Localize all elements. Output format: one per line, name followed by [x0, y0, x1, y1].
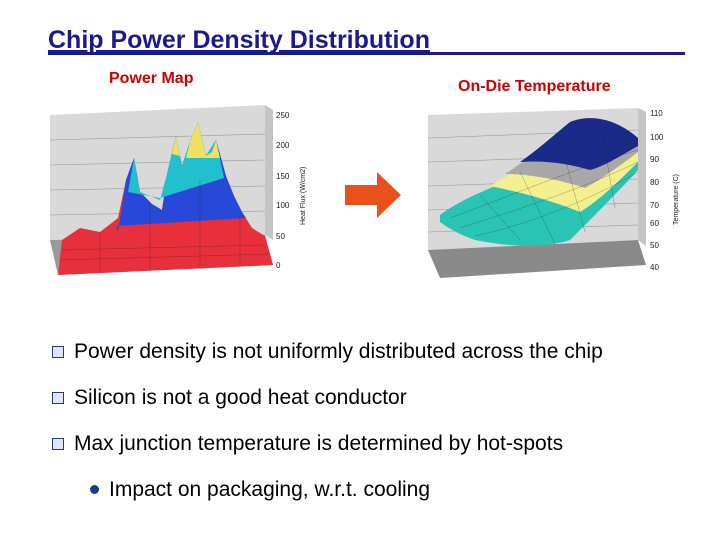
sub-bullet-item: Impact on packaging, w.r.t. cooling [52, 478, 712, 508]
right-tick-60: 60 [650, 219, 659, 228]
bullet-item: Power density is not uniformly distribut… [52, 340, 712, 386]
sub-bullet-text: Impact on packaging, w.r.t. cooling [109, 478, 431, 501]
title-underline [48, 52, 685, 55]
power-map-caption: Power Map [109, 70, 194, 87]
left-tick-150: 150 [276, 172, 290, 181]
temperature-caption: On-Die Temperature [458, 78, 611, 95]
right-tick-100: 100 [650, 133, 664, 142]
mesh-lines [449, 119, 639, 245]
slide-title: Chip Power Density Distribution [48, 26, 430, 54]
right-tick-40: 40 [650, 263, 659, 272]
mesh-lines [59, 180, 271, 272]
right-tick-70: 70 [650, 201, 659, 210]
floor [428, 240, 646, 278]
bullet-text: Silicon is not a good heat conductor [74, 386, 407, 409]
temperature-plot: 110 100 90 80 70 60 50 40 Temperature (C… [427, 108, 680, 278]
right-tick-50: 50 [650, 241, 659, 250]
left-tick-0: 0 [276, 261, 281, 270]
square-bullet-icon [52, 392, 64, 404]
power-map-plot: 250 200 150 100 50 0 Heat Flux (W/cm2) [49, 105, 307, 275]
side-wall [265, 105, 273, 240]
navy-band [520, 118, 638, 170]
left-axis-title: Heat Flux (W/cm2) [300, 167, 307, 225]
left-tick-250: 250 [276, 111, 290, 120]
right-arrow-icon [345, 172, 401, 218]
round-bullet-icon [90, 485, 99, 494]
right-tick-110: 110 [650, 109, 663, 118]
bullet-list: Power density is not uniformly distribut… [52, 340, 712, 508]
left-tick-50: 50 [276, 232, 285, 241]
left-tick-200: 200 [276, 141, 290, 150]
right-tick-80: 80 [650, 178, 659, 187]
side-wall [638, 108, 646, 246]
square-bullet-icon [52, 346, 64, 358]
bullet-text: Power density is not uniformly distribut… [74, 340, 603, 363]
left-tick-100: 100 [276, 201, 290, 210]
right-axis-title: Temperature (C) [673, 174, 680, 225]
right-tick-90: 90 [650, 155, 659, 164]
bullet-text: Max junction temperature is determined b… [74, 432, 564, 455]
yellow-band [172, 122, 220, 158]
bullet-item: Silicon is not a good heat conductor [52, 386, 712, 432]
bullet-item: Max junction temperature is determined b… [52, 432, 712, 478]
square-bullet-icon [52, 438, 64, 450]
